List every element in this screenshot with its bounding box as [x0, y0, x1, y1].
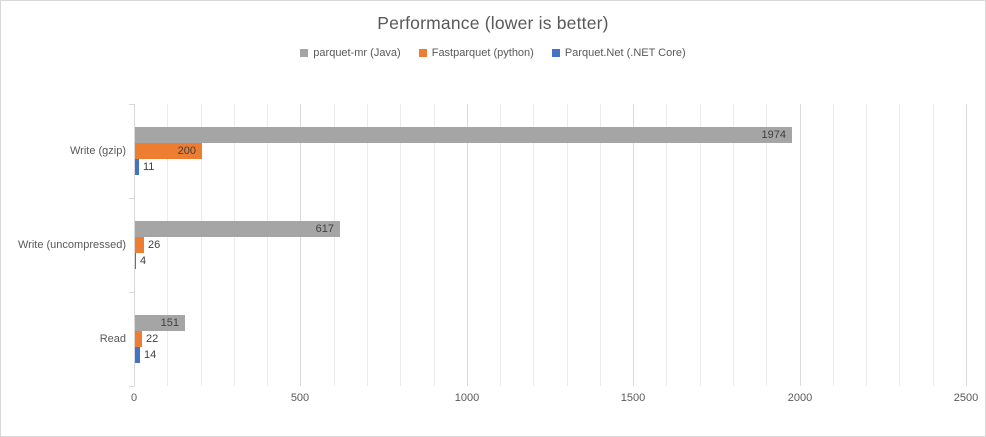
- minor-gridline: [766, 104, 767, 386]
- bar-data-label: 26: [148, 239, 161, 251]
- bar-data-label: 22: [146, 333, 159, 345]
- minor-gridline: [400, 104, 401, 386]
- bar-data-label: 14: [144, 349, 157, 361]
- x-axis-tick-label: 2000: [787, 392, 813, 404]
- bar: [135, 331, 142, 347]
- major-gridline: [633, 104, 634, 386]
- category-axis-line: [134, 104, 135, 386]
- bar-data-label: 617: [315, 223, 334, 235]
- bar-data-label: 11: [143, 161, 155, 173]
- minor-gridline: [267, 104, 268, 386]
- bar: [135, 221, 340, 237]
- minor-gridline: [567, 104, 568, 386]
- axis-tick: [129, 386, 134, 387]
- legend-swatch-icon: [418, 49, 427, 57]
- minor-gridline: [733, 104, 734, 386]
- major-gridline: [800, 104, 801, 386]
- minor-gridline: [533, 104, 534, 386]
- axis-tick: [129, 198, 134, 199]
- chart-title: Performance (lower is better): [377, 13, 609, 33]
- bar: [135, 315, 185, 331]
- major-gridline: [300, 104, 301, 386]
- bar: [135, 237, 144, 253]
- minor-gridline: [167, 104, 168, 386]
- major-gridline: [966, 104, 967, 386]
- minor-gridline: [434, 104, 435, 386]
- axis-tick: [129, 104, 134, 105]
- x-axis-tick-label: 0: [130, 392, 138, 404]
- legend: parquet-mr (Java) Fastparquet (python) Par…: [1, 47, 985, 59]
- bar-data-label: 4: [140, 255, 147, 267]
- bar-data-label: 200: [177, 145, 196, 157]
- category-label: Read: [99, 333, 126, 345]
- legend-item: parquet-mr (Java): [300, 47, 401, 59]
- minor-gridline: [600, 104, 601, 386]
- legend-label: parquet-mr (Java): [313, 47, 401, 59]
- category-label: Write (uncompressed): [18, 239, 126, 251]
- legend-swatch-icon: [300, 49, 309, 57]
- x-axis-tick-label: 500: [290, 392, 310, 404]
- legend-swatch-icon: [551, 49, 560, 57]
- minor-gridline: [933, 104, 934, 386]
- bar: [135, 347, 140, 363]
- legend-item: Parquet.Net (.NET Core): [551, 47, 686, 59]
- bar: [135, 143, 202, 159]
- minor-gridline: [201, 104, 202, 386]
- bar: [135, 253, 136, 269]
- x-axis-tick-label: 1500: [620, 392, 646, 404]
- major-gridline: [467, 104, 468, 386]
- minor-gridline: [367, 104, 368, 386]
- legend-item: Fastparquet (python): [418, 47, 534, 59]
- x-axis-tick-label: 2500: [953, 392, 979, 404]
- minor-gridline: [700, 104, 701, 386]
- bar-data-label: 1974: [761, 129, 786, 141]
- category-label: Write (gzip): [69, 145, 126, 157]
- minor-gridline: [666, 104, 667, 386]
- minor-gridline: [500, 104, 501, 386]
- bar-data-label: 151: [160, 317, 179, 329]
- legend-label: Fastparquet (python): [431, 47, 534, 59]
- bar: [135, 127, 792, 143]
- bar: [135, 159, 139, 175]
- minor-gridline: [334, 104, 335, 386]
- x-axis-tick-label: 1000: [454, 392, 480, 404]
- minor-gridline: [899, 104, 900, 386]
- minor-gridline: [866, 104, 867, 386]
- axis-tick: [129, 292, 134, 293]
- plot-area: 1974 200 11 617 26 4 151 22 14: [129, 104, 967, 387]
- legend-label: Parquet.Net (.NET Core): [564, 47, 686, 59]
- minor-gridline: [234, 104, 235, 386]
- minor-gridline: [833, 104, 834, 386]
